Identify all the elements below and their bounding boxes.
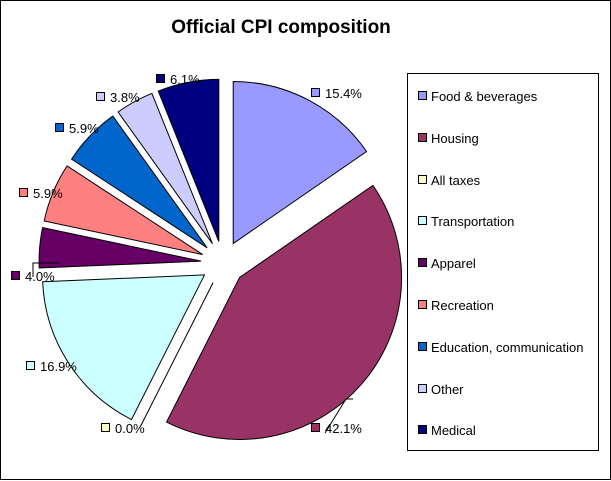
legend-item: Recreation [418,298,494,314]
legend-item: Food & beverages [418,89,537,105]
legend-item: Education, communication [418,340,583,356]
data-label-swatch [101,423,110,432]
data-label-text: 6.1% [170,72,200,87]
legend-swatch [418,300,427,309]
legend-swatch [418,425,427,435]
legend-swatch [418,91,427,100]
data-label-text: 0.0% [115,421,145,436]
legend: Food & beverages Housing All taxes Transpor… [407,73,599,451]
legend-swatch [418,383,427,393]
data-label-swatch [96,92,105,101]
data-label-swatch [311,423,320,432]
data-label-swatch [26,361,35,370]
data-label-text: 3.8% [110,90,140,105]
legend-item: Housing [418,131,479,147]
data-label: 3.8% [96,90,140,105]
data-label-swatch [311,88,320,97]
legend-swatch [418,216,427,226]
data-label-swatch [55,123,64,132]
legend-swatch [418,341,427,351]
leader-line-1 [324,398,353,434]
pie-slice-1 [165,184,403,440]
data-label-swatch [156,74,165,83]
data-label-text: 5.9% [33,186,63,201]
data-label: 0.0% [101,421,145,436]
legend-item: Apparel [418,256,476,272]
data-label: 42.1% [311,421,362,436]
pie-slice-0 [232,81,368,245]
chart-title: Official CPI composition [171,17,391,38]
data-label: 16.9% [26,359,77,374]
legend-label: Other [431,381,464,397]
data-label: 5.9% [55,121,99,136]
pie-slice-7 [117,92,213,245]
data-label: 6.1% [156,72,200,87]
pie-slice-5 [43,165,203,256]
legend-label: Transportation [431,214,515,230]
legend-label: Housing [431,130,479,146]
legend-label: Education, communication [431,339,584,355]
legend-label: Recreation [431,298,494,313]
data-label-swatch [11,271,20,280]
pie-slice-3 [42,274,206,421]
data-label-swatch [19,188,28,197]
data-label-text: 5.9% [69,121,99,136]
data-label: 5.9% [19,186,63,201]
data-label-text: 4.0% [25,269,55,284]
legend-label: Food & beverages [431,89,538,104]
pie-slice-8 [157,78,220,242]
data-label: 15.4% [311,86,362,101]
data-label: 4.0% [11,269,55,284]
legend-swatch [418,132,427,142]
legend-item: Medical [418,423,476,439]
data-label-text: 15.4% [325,86,362,101]
legend-label: Medical [431,423,476,439]
pie-slice-4 [38,227,202,269]
data-label-text: 16.9% [40,359,77,374]
legend-item: Other [418,382,464,398]
legend-swatch [418,258,427,268]
pie-slice-2 [139,282,214,428]
legend-swatch [418,174,427,184]
legend-label: All taxes [431,172,481,188]
leader-line-4 [32,262,59,277]
data-label-text: 42.1% [325,421,362,436]
legend-label: Apparel [431,256,476,272]
legend-item: All taxes [418,173,480,189]
legend-item: Transportation [418,214,514,230]
pie-slice-6 [70,115,208,249]
